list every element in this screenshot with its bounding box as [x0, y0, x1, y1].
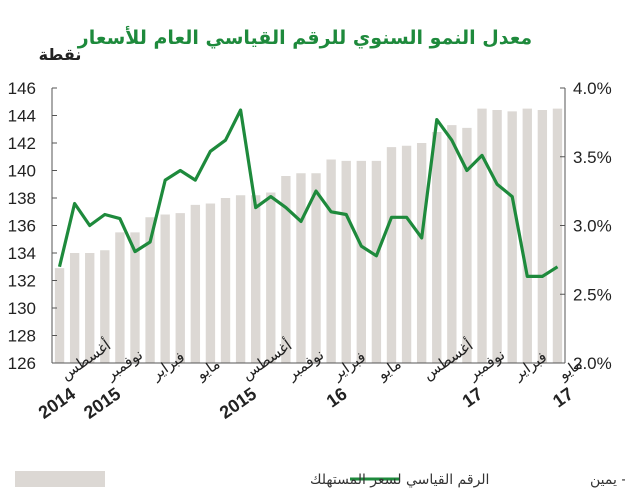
- bar: [371, 160, 382, 363]
- bar: [416, 143, 427, 363]
- bar: [311, 173, 321, 363]
- bar: [386, 147, 397, 363]
- left-tick-label: 132: [8, 272, 36, 291]
- legend: معدل النمو السنوي - يمين الرقم القياسي ل…: [15, 471, 625, 488]
- bar: [100, 250, 110, 363]
- bar: [54, 268, 65, 363]
- left-tick-label: 126: [8, 354, 36, 373]
- growth-rate-line: [57, 108, 559, 278]
- left-tick-label: 136: [8, 217, 36, 236]
- line-series: [57, 108, 559, 278]
- right-tick-label: 2.0%: [573, 354, 612, 373]
- bar-series: [54, 108, 563, 363]
- bar: [492, 110, 502, 363]
- right-tick-label: 4.0%: [573, 79, 612, 98]
- chart-title: معدل النمو السنوي للرقم القياسي العام لل…: [77, 26, 532, 50]
- x-label-year: 2015: [80, 383, 124, 422]
- left-tick-label: 146: [8, 79, 36, 98]
- legend-bar-swatch: [15, 471, 105, 487]
- x-label-year: 17: [459, 383, 487, 411]
- left-tick-label: 130: [8, 299, 36, 318]
- left-tick-label: 138: [8, 189, 36, 208]
- bar: [296, 173, 306, 363]
- bar: [220, 198, 231, 363]
- left-tick-label: 134: [8, 244, 36, 263]
- legend-item-line: معدل النمو السنوي - يمين: [350, 472, 625, 488]
- bar: [507, 111, 517, 363]
- bar: [341, 160, 351, 363]
- left-tick-label: 144: [8, 107, 36, 126]
- right-tick-label: 2.5%: [573, 285, 612, 304]
- bar: [175, 213, 185, 363]
- left-tick-label: 140: [8, 162, 36, 181]
- axes: [51, 88, 566, 364]
- legend-bar-label: الرقم القياسي لسعر المستهلك: [310, 472, 489, 488]
- bar: [85, 253, 95, 363]
- bar: [477, 108, 487, 363]
- x-label-year: 2014: [35, 383, 79, 422]
- legend-item-bar: الرقم القياسي لسعر المستهلك: [15, 471, 489, 488]
- bar: [356, 160, 366, 363]
- left-tick-label: 128: [8, 327, 36, 346]
- bar: [205, 203, 216, 363]
- legend-line-label: معدل النمو السنوي - يمين: [590, 472, 625, 488]
- bar: [552, 108, 563, 363]
- bar: [235, 195, 246, 363]
- right-y-axis: 2.0% 2.5% 3.0% 3.5% 4.0%: [560, 79, 612, 373]
- x-label-year: 17: [549, 383, 577, 411]
- bar: [266, 192, 276, 363]
- bar: [401, 145, 412, 363]
- bar: [145, 217, 155, 363]
- bar: [447, 125, 457, 363]
- bar: [69, 253, 80, 363]
- right-tick-label: 3.0%: [573, 217, 612, 236]
- bar: [326, 159, 336, 363]
- bar: [130, 232, 140, 363]
- bar: [462, 127, 472, 363]
- bar: [190, 204, 201, 363]
- bar: [522, 108, 532, 363]
- x-label-year: 16: [323, 383, 351, 411]
- x-label-year: 2015: [216, 383, 260, 422]
- bar: [537, 110, 548, 363]
- left-y-axis: 126 128 130 132 134 136 138 140 142 144 146: [8, 79, 57, 373]
- right-tick-label: 3.5%: [573, 148, 612, 167]
- bar: [160, 214, 170, 363]
- bar: [115, 232, 125, 363]
- bar: [251, 195, 261, 363]
- bar: [281, 176, 291, 363]
- bar: [432, 132, 442, 363]
- left-axis-unit: نقطة: [39, 45, 82, 64]
- left-tick-label: 142: [8, 134, 36, 153]
